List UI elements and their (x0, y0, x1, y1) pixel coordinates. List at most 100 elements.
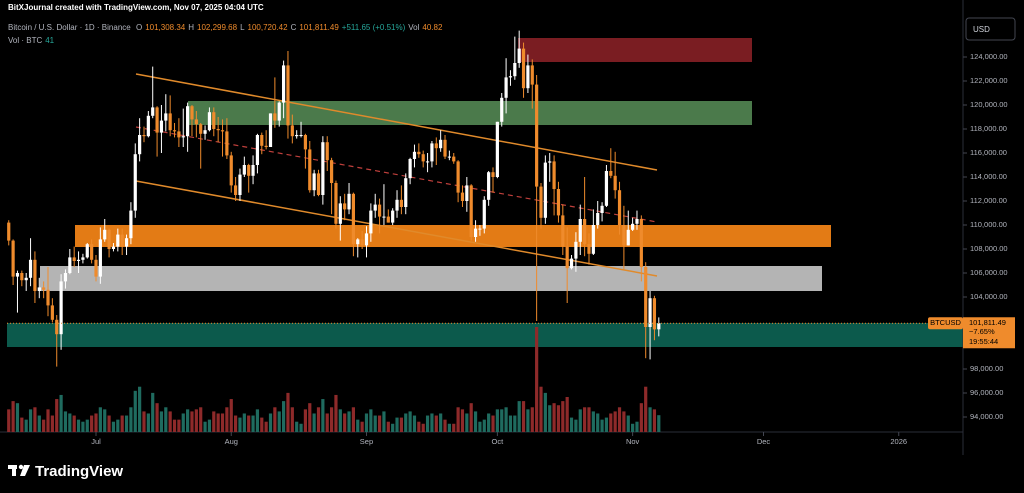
candle-body (399, 199, 403, 207)
x-tick-label: Oct (492, 437, 505, 446)
candle-body (430, 143, 434, 162)
candle-body (203, 130, 207, 134)
candle-body (412, 151, 417, 159)
candle-body (321, 142, 325, 195)
candle-body (234, 185, 238, 195)
volume-bar (334, 394, 338, 432)
volume-bar (177, 419, 181, 432)
volume-bar (264, 421, 268, 432)
y-tick-label: 108,000.00 (970, 244, 1008, 253)
volume-bar (587, 407, 591, 432)
logo-part (18, 464, 24, 470)
candle-body (347, 193, 351, 210)
price-tag-value: 101,811.49 (969, 318, 1006, 327)
volume-bar (626, 415, 630, 432)
volume-bar (452, 423, 456, 432)
candle-body (177, 131, 181, 138)
volume-bar (364, 413, 369, 432)
volume-bar (495, 409, 499, 432)
candle-body (356, 239, 360, 245)
volume-bar (617, 407, 622, 432)
candle-body (129, 210, 133, 239)
candle-body (617, 190, 622, 225)
ohlc-item: C 101,811.49 (291, 23, 339, 32)
volume-bar (338, 409, 342, 432)
price-tag (963, 317, 1015, 349)
candle-body (447, 156, 451, 158)
candle-body (142, 135, 146, 137)
candle-body (20, 273, 24, 281)
support-zone (75, 225, 831, 247)
volume-legend-label: Vol · BTC (8, 36, 43, 45)
candle-body (172, 130, 177, 132)
volume-legend-value: 41 (45, 36, 55, 45)
y-tick-label: 118,000.00 (970, 124, 1007, 133)
candle-body (587, 244, 591, 254)
ohlc-item: O 101,308.34 (136, 23, 185, 32)
volume-bar (644, 386, 648, 432)
volume-bar (539, 386, 543, 432)
candle-body (72, 257, 76, 261)
ohlc-value: 101,308.34 (145, 23, 186, 32)
volume-bar (286, 392, 290, 432)
volume-bar (395, 417, 399, 432)
volume-bar (561, 401, 565, 432)
candle-body (469, 185, 473, 237)
ohlc-label: H (188, 23, 195, 32)
volume-bar (351, 407, 356, 432)
candle-body (556, 189, 561, 216)
candle-body (207, 112, 212, 131)
candle-body (133, 154, 137, 211)
candle-body (652, 298, 657, 330)
candle-body (591, 225, 595, 254)
volume-bar (312, 413, 316, 432)
volume-bar (33, 407, 37, 432)
volume-bar (151, 392, 155, 432)
candle-body (626, 229, 630, 246)
volume-bar (72, 415, 76, 432)
candle-body (255, 135, 260, 165)
volume-bar (308, 403, 312, 432)
candle-body (351, 193, 356, 245)
volume-bar (377, 415, 382, 432)
candle-body (116, 234, 120, 247)
volume-bar (94, 413, 98, 432)
currency-box (965, 17, 1016, 41)
candle-body (247, 165, 251, 176)
volume-bar (552, 403, 556, 432)
candle-body (33, 259, 37, 291)
volume-bar (242, 413, 246, 432)
candle-body (569, 258, 574, 269)
volume-bar (439, 413, 443, 432)
candle-body (408, 159, 412, 179)
candle-body (478, 228, 482, 230)
volume-bar (382, 411, 386, 432)
candle-body (299, 135, 303, 136)
change: +511.65 (+0.51%) (341, 23, 406, 32)
symbol-tag-label: BTCUSD (930, 318, 961, 327)
volume-legend: Vol · BTC 41 (8, 36, 57, 45)
candle-body (11, 240, 15, 277)
candle-body (303, 135, 308, 150)
candle-body (59, 281, 63, 335)
candle-body (377, 204, 382, 217)
candle-body (386, 216, 390, 223)
candle-body (421, 154, 425, 162)
candle-body (530, 65, 534, 85)
volume-bar (556, 405, 561, 432)
volume-bar (609, 413, 613, 432)
volume-bar (299, 423, 303, 432)
candle-body (539, 186, 543, 218)
volume-bar (639, 403, 643, 432)
x-tick-label: Aug (225, 437, 238, 446)
volume-bar (55, 399, 59, 432)
candle-body (565, 246, 569, 269)
volume-bar (631, 423, 635, 432)
resistance-zone (188, 101, 752, 125)
volume-bar (508, 415, 513, 432)
volume-bar (281, 401, 286, 432)
volume-bar (521, 401, 526, 432)
candle-body (391, 210, 395, 223)
x-tick-label: Sep (360, 437, 373, 446)
